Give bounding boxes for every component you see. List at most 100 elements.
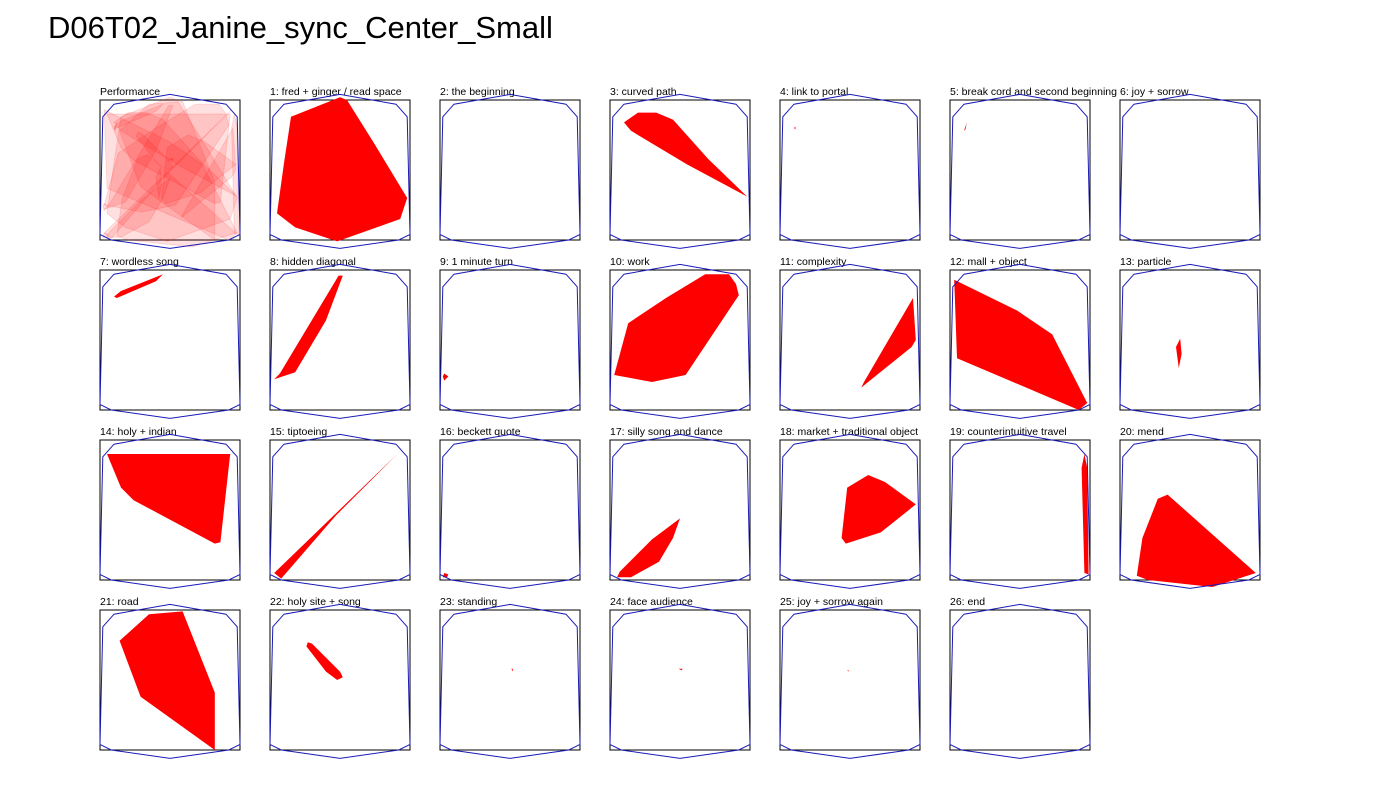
movement-hull [1176,338,1182,368]
room-outline [609,603,751,759]
movement-hull [274,275,343,380]
panel-section-14: 14: holy + indian [99,426,241,589]
panel-label: 19: counterintuitive travel [950,426,1067,438]
panel-frame [439,99,581,241]
movement-hull [617,518,680,578]
panel-label: 4: link to portal [780,86,848,98]
panel-section-5: 5: break cord and second beginning [949,86,1117,249]
panel-label: 12: mall + object [950,256,1027,268]
overlay-hull-11 [180,126,237,218]
room-outline [439,263,581,419]
panel-section-7: 7: wordless song [99,256,241,419]
overlay-hull-25 [165,159,170,163]
panel-frame [609,269,751,411]
room-outline [949,603,1091,759]
panel-section-16: 16: beckett quote [439,426,581,589]
panel-label: 8: hidden diagonal [270,256,356,268]
panel-section-15: 15: tiptoeing [269,426,411,589]
room-outline [949,263,1091,419]
panel-frame [269,439,411,581]
panel-section-17: 17: silly song and dance [609,426,751,589]
overlay-hull-24 [168,158,175,161]
panel-label: 18: market + traditional object [780,426,918,438]
movement-hull [861,298,916,388]
room-outline [269,263,411,419]
overlay-hull-23 [170,158,174,162]
room-outline [99,433,241,589]
panel-frame [779,609,921,751]
overlay-hull-17 [106,177,172,238]
panel-frame [99,609,241,751]
panel-label: 17: silly song and dance [610,426,723,438]
panel-frame [779,439,921,581]
overlay-hull-14 [106,113,231,205]
panel-frame [779,269,921,411]
panel-frame [609,439,751,581]
panel-frame [439,439,581,581]
panel-label: 5: break cord and second beginning [950,86,1117,98]
panel-label: Performance [100,86,160,98]
overlay-hull-4 [113,125,116,131]
overlay-hull-18 [161,134,237,205]
panel-label: 26: end [950,596,985,608]
room-outline [779,93,921,249]
overlay-hull-7 [113,103,164,129]
movement-hull [614,274,739,382]
panel-frame [1119,269,1261,411]
panel-frame [99,99,241,241]
overlay-hull-22 [135,131,174,171]
overlay-hull-20 [116,154,237,248]
room-outline [269,433,411,589]
overlay-hull-19 [231,113,240,236]
panel-label: 6: joy + sorrow [1120,86,1189,98]
movement-hull [277,97,408,242]
room-outline [269,93,411,249]
room-outline [779,433,921,589]
panel-section-10: 10: work [609,256,751,419]
overlay-hull-13 [155,166,163,199]
panel-frame [1119,99,1261,241]
panel-section-25: 25: joy + sorrow again [779,596,921,759]
overlay-hull-5 [113,122,118,132]
panel-frame [779,99,921,241]
panel-section-20: 20: mend [1119,426,1261,589]
panel-frame [439,609,581,751]
panel-section-4: 4: link to portal [779,86,921,249]
room-outline [1119,263,1261,419]
panel-label: 23: standing [440,596,497,608]
room-outline [269,603,411,759]
panel-section-2: 2: the beginning [439,86,581,249]
overlay-hull-10 [103,103,230,213]
overlay-hull-9 [102,202,110,212]
room-outline [779,603,921,759]
panel-label: 7: wordless song [100,256,179,268]
overlay-hull-21 [119,100,216,241]
panel-section-23: 23: standing [439,596,581,759]
room-outline [949,433,1091,589]
panel-frame [949,609,1091,751]
panel-section-6: 6: joy + sorrow [1119,86,1261,249]
panel-label: 15: tiptoeing [270,426,327,438]
movement-hull [624,112,748,197]
room-outline [949,93,1091,249]
panel-frame [269,609,411,751]
panel-section-18: 18: market + traditional object [779,426,921,589]
overlay-hull-12 [103,108,238,241]
movement-hull [678,668,683,671]
panel-label: 20: mend [1120,426,1164,438]
movement-hull [841,475,916,544]
room-outline [99,263,241,419]
panel-frame [439,269,581,411]
room-outline [609,433,751,589]
overlay-hull-8 [103,105,174,210]
panel-section-26: 26: end [949,596,1091,759]
movement-hull [107,454,231,544]
movement-hull [794,126,796,130]
movement-hull [964,122,967,131]
overlay-hull-3 [113,112,238,198]
panel-frame [99,439,241,581]
room-outline [99,93,241,249]
panel-section-13: 13: particle [1119,256,1261,419]
panel-frame [949,439,1091,581]
